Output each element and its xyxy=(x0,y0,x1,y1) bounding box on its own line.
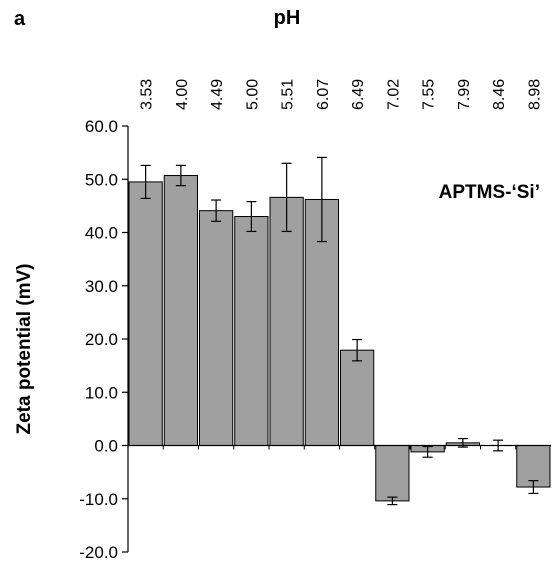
bar-4.00 xyxy=(163,175,198,447)
x-tick-label-5.51: 5.51 xyxy=(280,79,297,110)
y-tick-label-10.0: 10.0 xyxy=(85,383,118,402)
y-axis-title: Zeta potential (mV) xyxy=(14,263,35,434)
y-tick-label--20.0: -20.0 xyxy=(79,543,118,562)
y-tick-label-40.0: 40.0 xyxy=(85,224,118,243)
x-tick-label-6.49: 6.49 xyxy=(350,79,367,110)
bars-group xyxy=(128,175,551,502)
bar-5.51 xyxy=(269,196,304,446)
x-tick-label-7.02: 7.02 xyxy=(385,79,402,110)
bar-7.02 xyxy=(375,445,410,502)
y-tick-label-50.0: 50.0 xyxy=(85,170,118,189)
axes-group xyxy=(122,125,551,553)
error-bars-group xyxy=(140,156,539,506)
bar-6.49 xyxy=(340,349,375,446)
y-tick-label-0.0: 0.0 xyxy=(94,437,118,456)
x-tick-label-4.00: 4.00 xyxy=(174,79,191,110)
bar-3.53 xyxy=(128,181,163,446)
labels-group: 3.53 4.00 4.49 5.00 5.51 6.07 6.49 7.02 7.55 7.99… xyxy=(14,7,543,562)
bar-5.00 xyxy=(234,216,269,446)
x-tick-label-7.55: 7.55 xyxy=(421,79,438,110)
bar-4.49 xyxy=(199,210,234,446)
y-tick-label--10.0: -10.0 xyxy=(79,490,118,509)
x-axis-title: pH xyxy=(274,7,301,29)
y-tick-label-30.0: 30.0 xyxy=(85,277,118,296)
panel-label: a xyxy=(14,8,26,30)
x-tick-label-8.98: 8.98 xyxy=(526,79,543,110)
x-tick-label-5.00: 5.00 xyxy=(244,79,261,110)
series-annotation: APTMS-‘Si’ xyxy=(439,182,540,203)
y-tick-label-20.0: 20.0 xyxy=(85,330,118,349)
x-tick-label-3.53: 3.53 xyxy=(139,79,156,110)
x-tick-label-6.07: 6.07 xyxy=(315,79,332,110)
y-tick-label-60.0: 60.0 xyxy=(85,117,118,136)
x-tick-label-4.49: 4.49 xyxy=(209,79,226,110)
x-tick-label-8.46: 8.46 xyxy=(491,79,508,110)
x-tick-label-7.99: 7.99 xyxy=(456,79,473,110)
